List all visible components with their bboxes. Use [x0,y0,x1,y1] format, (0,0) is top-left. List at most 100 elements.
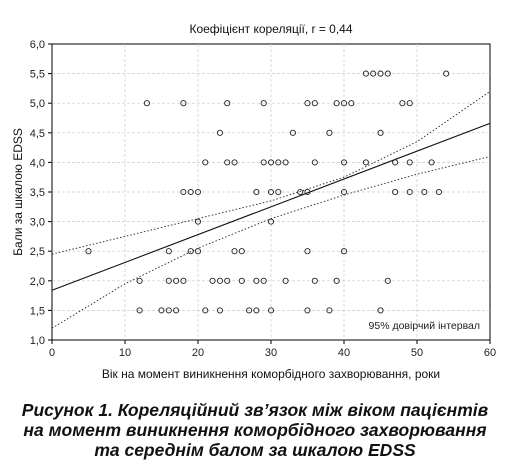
data-point [399,100,406,107]
y-tick-label: 3,5 [30,187,45,199]
data-point [384,277,391,284]
data-point [304,188,311,196]
data-point [136,307,143,314]
y-tick-labels: 1,0 1,5 2,0 2,5 3,0 3,5 4,0 4,5 5,0 5,5 6,0 [30,39,52,347]
data-point [165,277,172,284]
data-point [289,129,296,136]
data-point [267,218,275,225]
data-point [187,188,194,196]
data-point [275,159,282,166]
data-point [392,188,399,196]
data-point [209,277,216,284]
data-point [224,277,231,284]
data-point [173,277,180,284]
y-axis-label: Бали за шкалою EDSS [11,128,25,256]
data-point [304,307,311,314]
y-tick-label: 6,0 [30,39,45,51]
data-point [370,70,377,77]
data-point [392,159,399,166]
data-point [194,218,202,225]
data-point [421,188,428,196]
data-point [246,307,253,314]
data-point [158,307,165,314]
y-tick-label: 2,0 [30,276,45,288]
data-point [224,100,231,107]
x-tick-label: 50 [411,347,423,359]
x-tick-label: 10 [119,347,131,359]
data-point [406,159,413,166]
data-point [326,129,333,136]
data-point [340,100,348,107]
data-point [311,159,318,166]
data-point [377,70,384,77]
data-point [282,159,289,166]
figure-caption: Рисунок 1. Кореляційний зв’язок між віко… [21,400,489,460]
data-point [311,100,318,107]
data-point [187,248,194,255]
data-point [216,129,223,136]
data-point [377,307,384,314]
data-point [377,129,384,136]
data-point [173,307,180,314]
y-tick-label: 4,0 [30,157,45,169]
data-point [165,307,172,314]
x-axis-label: Вік на момент виникнення коморбідного за… [102,367,440,381]
data-point [304,100,311,107]
data-point [165,248,172,255]
data-point [180,277,187,284]
ci-annotation: 95% довірчий інтервал [369,320,480,332]
x-tick-label: 40 [338,347,350,359]
data-point [216,307,223,314]
data-point [297,188,304,196]
y-tick-label: 1,0 [30,335,45,347]
data-point [180,100,187,107]
data-point [311,277,318,284]
scatter-chart: 0 10 20 30 40 50 60 1,0 1,5 2,0 2,5 3,0 3,5 4,0 4,5 5,… [11,22,496,381]
x-tick-label: 20 [192,347,204,359]
data-point [143,100,150,107]
data-point [406,100,413,107]
y-tick-label: 3,0 [30,217,45,229]
data-point [275,188,282,196]
ci-lower-line [51,156,491,329]
data-point [194,248,202,255]
data-point [443,70,450,77]
chart-title: Коефіцієнт кореляції, r = 0,44 [189,22,352,36]
data-point [384,70,391,77]
data-point [231,159,238,166]
data-point [260,159,267,166]
data-point [348,100,355,107]
data-point [224,159,231,166]
data-point [180,188,187,196]
y-tick-label: 4,5 [30,128,45,140]
y-tick-label: 5,0 [30,98,45,110]
data-point [253,307,260,314]
data-point [253,188,260,196]
data-point [333,277,340,284]
data-point [282,277,289,284]
data-point [238,248,245,255]
data-point [216,277,223,284]
data-point [428,159,435,166]
data-point [333,100,340,107]
data-point [362,70,369,77]
regression-line [51,122,491,291]
data-point [340,248,348,255]
y-tick-label: 2,5 [30,246,45,258]
data-point [267,159,275,166]
y-tick-label: 1,5 [30,305,45,317]
data-point [406,188,413,196]
data-point [340,188,348,196]
data-point [238,277,245,284]
data-point [202,307,209,314]
ci-upper-line [51,91,491,255]
data-point [267,188,275,196]
data-point [304,248,311,255]
data-point [202,159,209,166]
data-point [136,277,143,284]
data-point [253,277,260,284]
x-tick-label: 30 [265,347,277,359]
data-point [260,100,267,107]
data-point [260,277,267,284]
y-tick-label: 5,5 [30,69,45,81]
